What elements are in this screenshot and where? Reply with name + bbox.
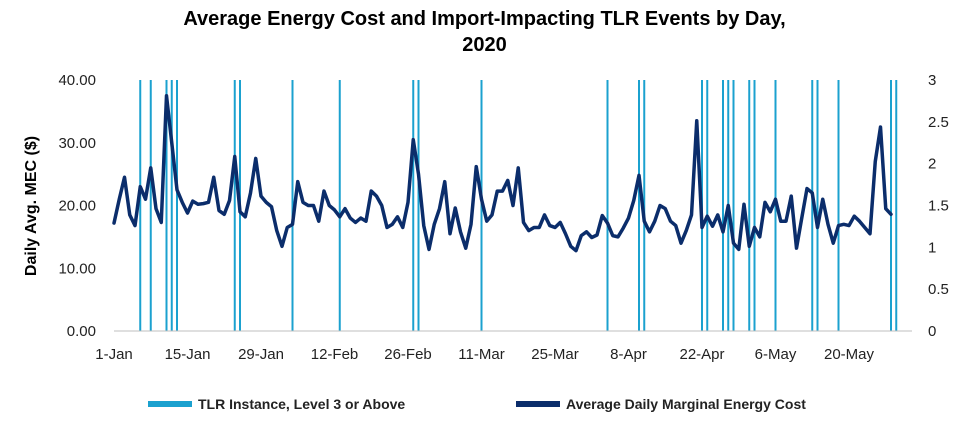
x-tick-label: 1-Jan	[95, 346, 133, 363]
y-tick-label: 20.00	[58, 198, 96, 215]
x-tick-label: 11-Mar	[458, 346, 504, 363]
y-tick-label: 40.00	[58, 72, 96, 89]
x-tick-label: 8-Apr	[610, 346, 647, 363]
y-axis-left-ticks: 0.00 10.00 20.00 30.00 40.00	[58, 72, 96, 340]
legend: TLR Instance, Level 3 or Above Average D…	[0, 396, 969, 416]
mec-series-layer	[112, 93, 893, 253]
y2-tick-label: 3	[928, 72, 936, 89]
y-tick-label: 10.00	[58, 260, 96, 277]
legend-item-mec: Average Daily Marginal Energy Cost	[516, 396, 806, 412]
x-axis-ticks: 1-Jan 15-Jan 29-Jan 12-Feb 26-Feb 11-Mar 25-Ma…	[95, 346, 874, 363]
x-tick-label: 20-May	[824, 346, 875, 363]
y-axis-label: Daily Avg. MEC ($)	[23, 136, 40, 276]
legend-label-tlr: TLR Instance, Level 3 or Above	[198, 396, 406, 412]
legend-swatch-mec	[516, 401, 560, 407]
chart-title: Average Energy Cost and Import-Impacting…	[0, 6, 969, 58]
x-tick-label: 26-Feb	[384, 346, 432, 363]
y2-tick-label: 0.5	[928, 281, 949, 298]
y2-tick-label: 1.5	[928, 198, 949, 215]
x-tick-label: 29-Jan	[238, 346, 284, 363]
x-tick-label: 6-May	[755, 346, 797, 363]
y-tick-label: 0.00	[67, 323, 96, 340]
tlr-events-layer	[139, 80, 898, 331]
x-tick-label: 25-Mar	[531, 346, 579, 363]
x-tick-label: 12-Feb	[311, 346, 359, 363]
legend-label-mec: Average Daily Marginal Energy Cost	[566, 396, 806, 412]
y2-tick-label: 1	[928, 239, 936, 256]
x-tick-label: 15-Jan	[165, 346, 211, 363]
legend-swatch-tlr	[148, 401, 192, 407]
y2-tick-label: 0	[928, 323, 936, 340]
y2-tick-label: 2	[928, 156, 936, 173]
chart-title-line-2: 2020	[462, 34, 507, 56]
mec-series-line	[112, 93, 893, 253]
y-axis-right-ticks: 0 0.5 1 1.5 2 2.5 3	[928, 72, 949, 340]
chart-title-line-1: Average Energy Cost and Import-Impacting…	[183, 8, 786, 30]
x-tick-label: 22-Apr	[679, 346, 724, 363]
y-tick-label: 30.00	[58, 135, 96, 152]
chart-canvas: 0.00 10.00 20.00 30.00 40.00 0 0.5 1 1.5 2 2.5 3 1…	[23, 72, 949, 363]
y2-tick-label: 2.5	[928, 114, 949, 131]
legend-item-tlr: TLR Instance, Level 3 or Above	[148, 396, 405, 412]
